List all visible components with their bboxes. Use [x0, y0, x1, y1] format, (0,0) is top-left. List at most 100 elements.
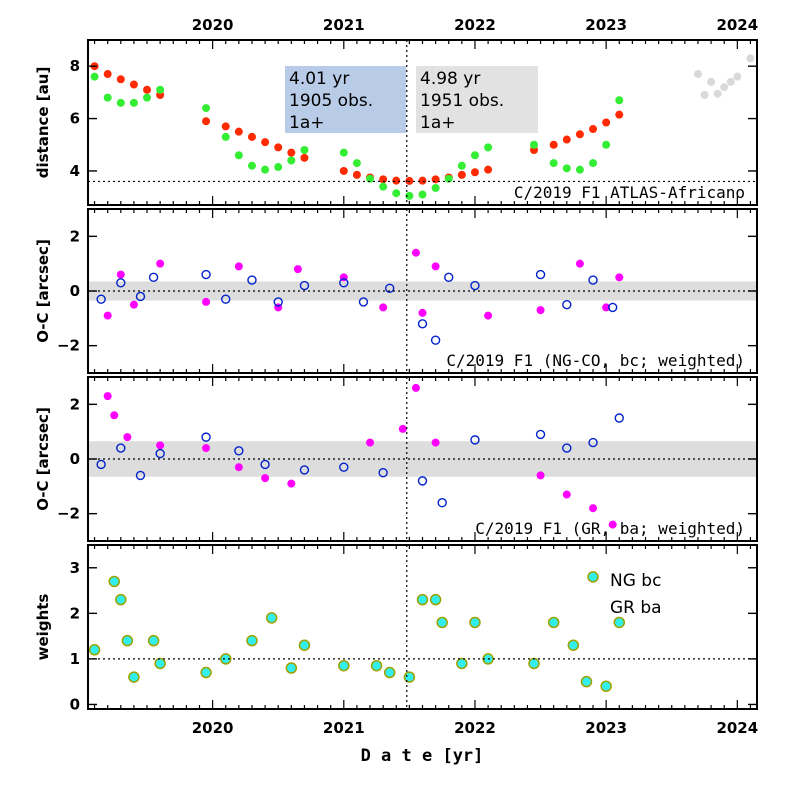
data-point: [600, 680, 612, 692]
data-point: [575, 130, 584, 139]
data-point: [614, 413, 624, 423]
x-tick-label-bottom: 2022: [454, 719, 496, 737]
data-point: [528, 657, 540, 670]
y-tick-label: 2: [70, 227, 80, 245]
data-point: [615, 96, 624, 105]
data-point: [261, 138, 270, 147]
legend-entry: NG bc: [610, 571, 661, 591]
data-point: [457, 161, 466, 170]
data-point: [615, 110, 624, 119]
data-point: [613, 616, 626, 629]
data-point: [403, 671, 416, 683]
data-point: [155, 448, 165, 459]
data-point: [536, 471, 545, 480]
data-point: [156, 259, 165, 268]
data-point: [530, 140, 538, 149]
info-box: [285, 66, 406, 133]
data-point: [535, 269, 546, 280]
data-point: [121, 634, 134, 647]
data-point: [103, 392, 112, 401]
data-point: [135, 470, 146, 481]
data-point: [135, 291, 146, 302]
data-point: [588, 275, 598, 285]
y-tick-label: 0: [70, 695, 80, 713]
data-point: [339, 166, 348, 175]
data-point: [608, 302, 618, 313]
data-point: [103, 93, 112, 102]
y-tick-label: 2: [70, 604, 80, 622]
data-point: [713, 89, 722, 98]
data-point: [260, 459, 270, 470]
y-tick-label: 6: [70, 110, 80, 128]
data-point: [247, 275, 257, 285]
data-point: [358, 297, 369, 307]
data-point: [129, 80, 138, 89]
data-point: [470, 435, 480, 445]
x-tick-label-top: 2021: [323, 16, 365, 34]
data-point: [535, 429, 546, 440]
data-point: [484, 165, 493, 174]
data-point: [221, 122, 230, 131]
data-point: [726, 77, 735, 86]
data-point: [299, 465, 310, 475]
data-point: [547, 616, 560, 629]
data-point: [436, 616, 448, 629]
data-point: [602, 140, 611, 149]
data-point: [484, 143, 493, 152]
info-box-line: 1951 obs.: [420, 91, 504, 111]
data-point: [287, 156, 296, 165]
data-point: [567, 639, 580, 651]
data-point: [366, 174, 375, 183]
data-point: [116, 98, 125, 107]
data-point: [274, 163, 283, 172]
data-point: [148, 272, 159, 283]
legend-entry: GR ba: [610, 598, 662, 618]
data-point: [156, 85, 165, 94]
data-point: [562, 135, 571, 144]
data-point: [116, 443, 126, 453]
data-point: [398, 424, 407, 433]
panel-label: C/2019 F1 ATLAS-Africano: [514, 183, 745, 202]
y-tick-label: −2: [57, 337, 80, 355]
data-point: [470, 280, 480, 291]
data-point: [580, 675, 593, 688]
data-point: [589, 159, 598, 168]
data-points: [88, 54, 755, 692]
data-point: [366, 438, 375, 447]
data-point: [429, 593, 442, 606]
x-tick-label-top: 2020: [192, 16, 234, 34]
x-tick-label-bottom: 2024: [716, 719, 758, 737]
data-point: [300, 146, 309, 154]
data-point: [234, 463, 243, 472]
data-point: [261, 165, 270, 174]
data-point: [588, 437, 598, 448]
info-box: [416, 66, 538, 133]
data-point: [352, 159, 361, 168]
data-point: [430, 335, 441, 345]
data-point: [202, 444, 211, 453]
data-point: [234, 446, 244, 456]
data-point: [608, 520, 617, 529]
data-point: [589, 504, 598, 513]
data-point: [383, 666, 396, 679]
data-point: [261, 474, 270, 483]
x-tick-label-bottom: 2021: [323, 719, 365, 737]
data-point: [417, 319, 428, 329]
data-point: [392, 189, 401, 198]
data-point: [115, 593, 127, 606]
data-point: [379, 175, 388, 184]
data-point: [129, 98, 138, 107]
data-point: [96, 459, 106, 470]
data-point: [733, 72, 742, 81]
data-point: [562, 299, 572, 310]
x-tick-label-top: 2024: [716, 16, 758, 34]
data-point: [221, 132, 230, 141]
data-point: [379, 303, 388, 312]
data-point: [602, 303, 611, 312]
data-point: [470, 168, 479, 177]
data-point: [417, 476, 428, 486]
data-point: [379, 182, 388, 191]
y-axis-label: O-C [arcsec]: [34, 407, 52, 511]
data-point: [549, 140, 558, 149]
data-point: [549, 159, 558, 168]
